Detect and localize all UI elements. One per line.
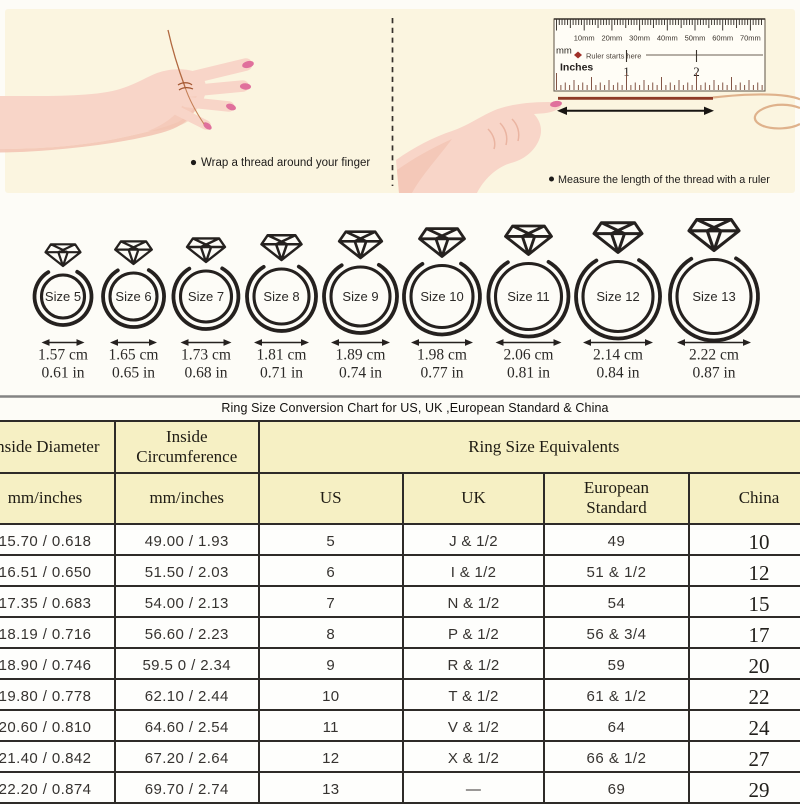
svg-text:20mm: 20mm <box>601 34 622 43</box>
svg-text:Size 8: Size 8 <box>263 289 299 304</box>
svg-text:1.98 cm: 1.98 cm <box>417 347 467 364</box>
svg-text:1.89 cm: 1.89 cm <box>336 347 386 364</box>
svg-text:1.73 cm: 1.73 cm <box>181 347 231 364</box>
svg-text:0.61 in: 0.61 in <box>41 365 84 382</box>
svg-text:50mm: 50mm <box>685 34 706 43</box>
svg-text:2.22 cm: 2.22 cm <box>689 347 739 364</box>
svg-text:0.81 in: 0.81 in <box>507 365 550 382</box>
svg-text:2.14 cm: 2.14 cm <box>593 347 643 364</box>
svg-text:2: 2 <box>693 64 700 79</box>
svg-text:Inches: Inches <box>560 62 593 74</box>
svg-text:0.87 in: 0.87 in <box>692 365 735 382</box>
svg-text:10mm: 10mm <box>574 34 595 43</box>
svg-text:0.68 in: 0.68 in <box>184 365 227 382</box>
svg-text:1: 1 <box>623 64 630 79</box>
svg-text:Ruler starts here: Ruler starts here <box>586 52 641 61</box>
svg-text:Size 11: Size 11 <box>507 289 549 304</box>
svg-text:0.84 in: 0.84 in <box>596 365 639 382</box>
svg-text:2.06 cm: 2.06 cm <box>504 347 554 364</box>
svg-text:Size 7: Size 7 <box>188 289 224 304</box>
svg-text:1.57 cm: 1.57 cm <box>38 347 88 364</box>
svg-text:0.74 in: 0.74 in <box>339 365 382 382</box>
svg-text:60mm: 60mm <box>712 34 733 43</box>
svg-text:Size 10: Size 10 <box>420 289 463 304</box>
svg-text:mm: mm <box>556 46 572 57</box>
svg-text:1.81 cm: 1.81 cm <box>257 347 307 364</box>
svg-text:Size 13: Size 13 <box>692 289 735 304</box>
svg-text:Size 12: Size 12 <box>596 289 639 304</box>
svg-text:0.77 in: 0.77 in <box>420 365 463 382</box>
svg-text:30mm: 30mm <box>629 34 650 43</box>
svg-text:Size 5: Size 5 <box>45 289 81 304</box>
svg-text:Wrap a thread around your fing: Wrap a thread around your finger <box>201 157 370 169</box>
svg-text:40mm: 40mm <box>657 34 678 43</box>
svg-text:1.65 cm: 1.65 cm <box>109 347 159 364</box>
svg-text:Size 6: Size 6 <box>115 289 151 304</box>
svg-text:Measure the length of the thre: Measure the length of the thread with a … <box>558 174 770 186</box>
svg-text:Size 9: Size 9 <box>342 289 378 304</box>
svg-text:70mm: 70mm <box>740 34 761 43</box>
svg-text:0.65 in: 0.65 in <box>112 365 155 382</box>
svg-text:0.71 in: 0.71 in <box>260 365 303 382</box>
